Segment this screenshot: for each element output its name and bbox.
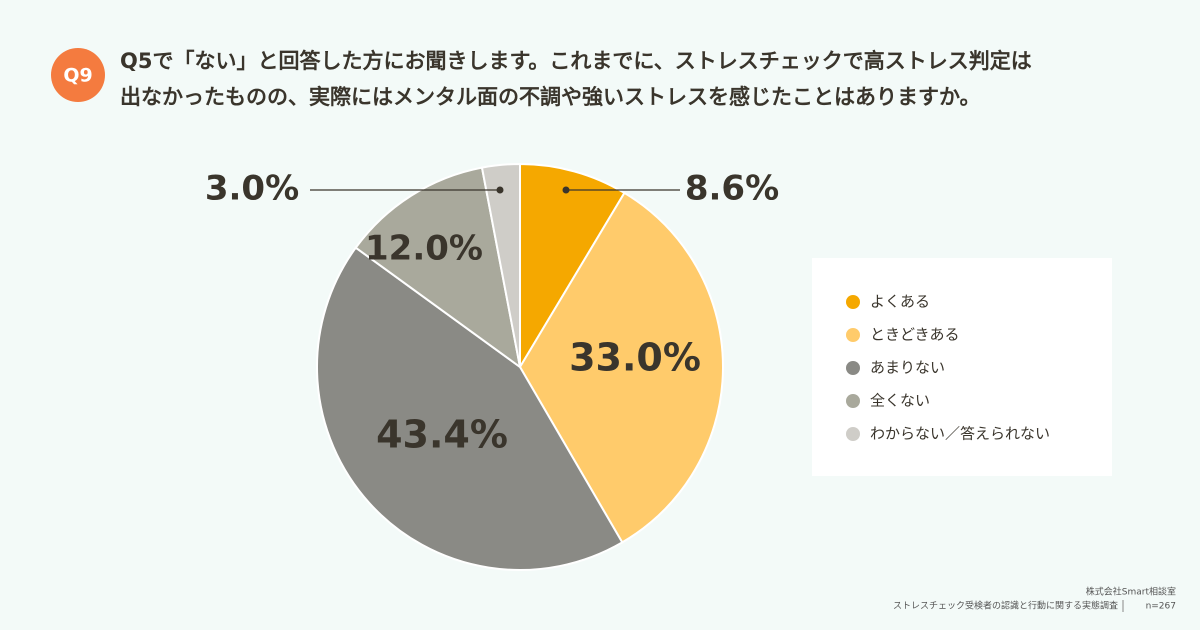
- legend-swatch: [846, 328, 860, 342]
- value-label: 33.0%: [569, 336, 701, 380]
- value-label: 12.0%: [365, 229, 483, 269]
- legend-swatch: [846, 295, 860, 309]
- legend-label: わからない／答えられない: [870, 425, 1050, 443]
- legend-label: 全くない: [870, 392, 930, 410]
- leader-dot: [562, 186, 570, 194]
- legend-swatch: [846, 394, 860, 408]
- title-line: 出なかったものの、実際にはメンタル面の不調や強いストレスを感じたことはありますか…: [120, 85, 981, 109]
- pie-slice: [480, 162, 521, 368]
- badge: [51, 48, 105, 102]
- value-label: 43.4%: [376, 413, 508, 457]
- leader-dot: [496, 186, 504, 194]
- pie-slice: [519, 162, 626, 371]
- legend-swatch: [846, 427, 860, 441]
- title-line: Q5で「ない」と回答した方にお聞きします。これまでに、ストレスチェックで高ストレ…: [120, 49, 1032, 73]
- pie-slice: [354, 166, 522, 370]
- legend-label: あまりない: [870, 359, 945, 377]
- footer-survey: ストレスチェック受検者の認識と行動に関する実態調査: [893, 600, 1118, 612]
- footer-sample: n=267: [1146, 602, 1176, 612]
- footer-company: 株式会社Smart相談室: [1086, 586, 1176, 598]
- pie-slice: [518, 191, 724, 544]
- pie-slice: [316, 246, 624, 571]
- legend-label: ときどきある: [870, 326, 960, 344]
- legend-box: [812, 258, 1112, 476]
- value-label: 8.6%: [685, 169, 779, 209]
- legend-swatch: [846, 361, 860, 375]
- legend-label: よくある: [870, 293, 930, 311]
- value-label: 3.0%: [205, 169, 299, 209]
- question-number: Q9: [63, 65, 92, 87]
